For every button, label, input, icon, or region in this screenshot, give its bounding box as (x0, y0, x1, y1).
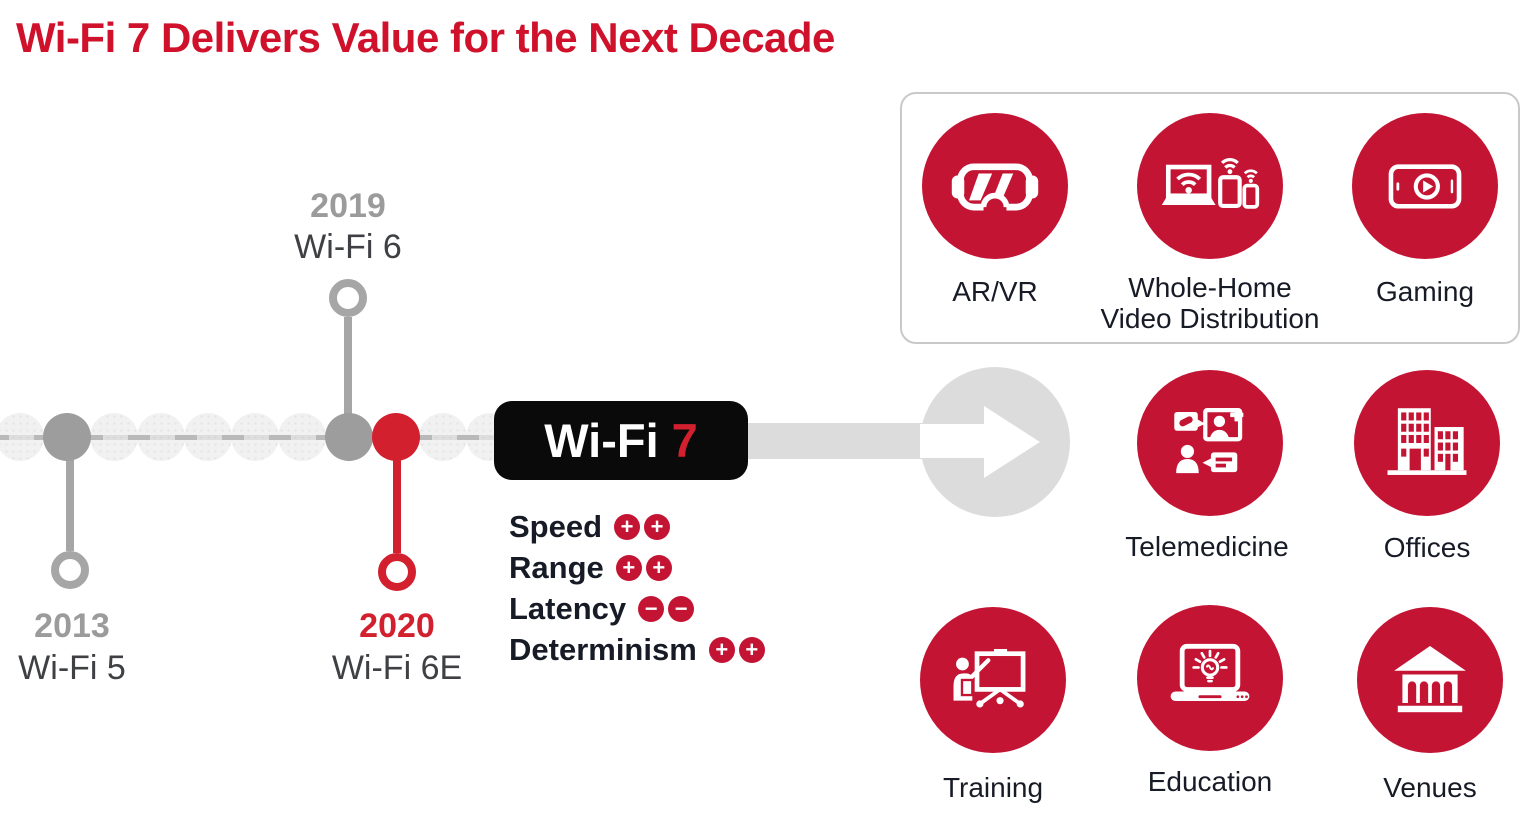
feature-row-range: Range + + (509, 547, 765, 588)
timeline-dot-2019 (325, 413, 373, 461)
plus-icon: + (738, 636, 765, 663)
use-case-label: Gaming (1375, 276, 1475, 307)
use-case-label: Whole-Home Video Distribution (1085, 272, 1335, 334)
use-case-label-line2: Video Distribution (1100, 303, 1320, 334)
wifi7-badge-white-text: Wi-Fi (544, 414, 659, 467)
milestone-2019-name: Wi-Fi 6 (294, 228, 402, 266)
feature-label: Range (509, 550, 604, 585)
feature-label: Speed (509, 509, 603, 544)
milestone-2020-year: 2020 (359, 607, 435, 645)
milestone-2020-stem (393, 437, 401, 553)
milestone-2013-name: Wi-Fi 5 (18, 649, 126, 687)
feature-row-determinism: Determinism + + (509, 629, 765, 670)
milestone-2019-marker (329, 279, 367, 317)
milestone-2019-year: 2019 (310, 187, 386, 225)
use-case-whole-home (1137, 113, 1283, 259)
timeline-dot-2020 (372, 413, 420, 461)
milestone-2013-year: 2013 (34, 607, 110, 645)
use-case-label: Offices (1383, 532, 1471, 563)
wifi7-badge: Wi-Fi 7 (494, 401, 748, 480)
plus-icon: + (708, 636, 735, 663)
plus-icon: + (645, 554, 672, 581)
office-buildings-icon (1387, 408, 1467, 475)
training-presenter-icon (953, 648, 1026, 708)
feature-list: Speed + + Range + + Latency − − Determin… (509, 506, 765, 670)
venue-building-icon (1394, 645, 1466, 713)
page-title: Wi-Fi 7 Delivers Value for the Next Deca… (16, 14, 835, 61)
education-laptop-icon (1170, 643, 1250, 702)
milestone-2013-stem (66, 437, 74, 551)
feature-row-latency: Latency − − (509, 588, 765, 629)
use-case-label-line1: Whole-Home (1128, 272, 1292, 303)
use-case-label: Telemedicine (1125, 531, 1289, 562)
use-case-venues (1357, 607, 1503, 753)
use-case-telemedicine (1137, 370, 1283, 516)
feature-label: Latency (509, 591, 627, 626)
devices-wifi-icon (1161, 157, 1260, 209)
milestone-2020-marker (378, 553, 416, 591)
plus-icon: + (615, 554, 642, 581)
feature-label: Determinism (509, 632, 697, 667)
use-case-label: AR/VR (952, 276, 1038, 307)
plus-icon: + (614, 513, 641, 540)
wifi7-badge-red-text: 7 (671, 414, 698, 467)
plus-icon: + (644, 513, 671, 540)
flow-arrow-icon (748, 367, 1070, 517)
minus-icon: − (668, 595, 695, 622)
telemedicine-icon (1174, 407, 1244, 474)
use-case-offices (1354, 370, 1500, 516)
feature-row-speed: Speed + + (509, 506, 765, 547)
tablet-play-icon (1388, 164, 1462, 209)
milestone-2013-marker (51, 551, 89, 589)
milestone-2020-name: Wi-Fi 6E (331, 649, 463, 687)
use-case-education (1137, 605, 1283, 751)
use-case-label: Training (942, 772, 1044, 803)
use-case-training (920, 607, 1066, 753)
use-case-label: Venues (1383, 772, 1477, 803)
milestone-2019-stem (344, 317, 352, 437)
vr-goggles-icon (951, 163, 1039, 221)
minus-icon: − (638, 595, 665, 622)
use-case-arvr (922, 113, 1068, 259)
timeline-axis (0, 435, 498, 440)
timeline-dot-2013 (43, 413, 91, 461)
use-case-gaming (1352, 113, 1498, 259)
use-case-label: Education (1147, 766, 1273, 797)
